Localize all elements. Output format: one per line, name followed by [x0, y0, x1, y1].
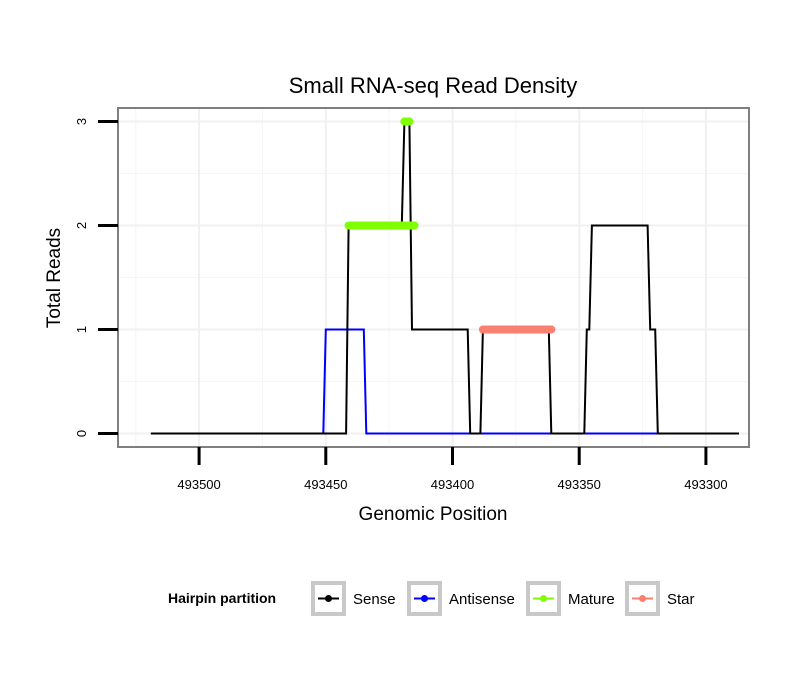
legend: Hairpin partition Sense Antisense Mature St… [168, 581, 695, 616]
x-tick-label: 493350 [558, 477, 601, 492]
y-tick-label: 1 [74, 326, 89, 333]
axes: 493500 493450 493400 493350 493300 0 1 2 3 [74, 118, 728, 492]
data-series [150, 117, 739, 435]
y-tick-label: 2 [74, 222, 89, 229]
y-tick-label: 3 [74, 118, 89, 125]
legend-title: Hairpin partition [168, 590, 276, 606]
x-tick-label: 493450 [304, 477, 347, 492]
y-axis-title: Total Reads [44, 228, 65, 328]
grid-lines [118, 108, 749, 447]
legend-key-dot-mature [540, 595, 547, 602]
chart-title: Small RNA-seq Read Density [289, 73, 578, 98]
x-tick-label: 493300 [684, 477, 727, 492]
legend-key-dot-sense [325, 595, 332, 602]
legend-key-dot-antisense [421, 595, 428, 602]
legend-key-dot-star [639, 595, 646, 602]
legend-label-star: Star [667, 591, 695, 608]
legend-label-antisense: Antisense [449, 591, 515, 608]
legend-label-sense: Sense [353, 591, 396, 608]
y-tick-label: 0 [74, 430, 89, 437]
x-axis-title: Genomic Position [359, 504, 508, 525]
plot-panel-border [117, 107, 750, 448]
x-tick-label: 493400 [431, 477, 474, 492]
legend-label-mature: Mature [568, 591, 615, 608]
x-tick-label: 493500 [177, 477, 220, 492]
